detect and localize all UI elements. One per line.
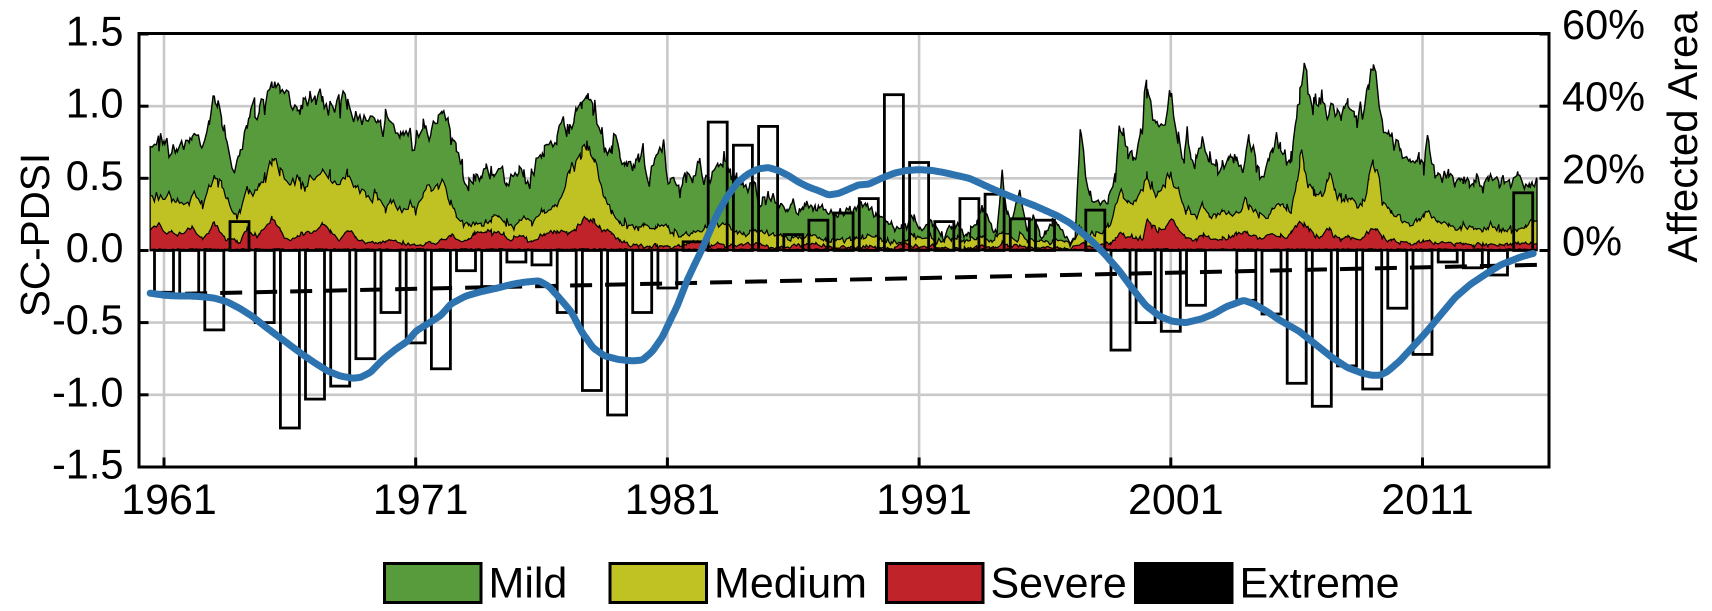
svg-text:40%: 40% — [1562, 73, 1645, 120]
svg-text:1961: 1961 — [121, 476, 217, 524]
svg-text:-1.0: -1.0 — [52, 368, 124, 415]
svg-text:1971: 1971 — [373, 476, 469, 524]
svg-text:SC-PDSI: SC-PDSI — [12, 153, 58, 317]
svg-text:20%: 20% — [1562, 145, 1645, 192]
svg-text:60%: 60% — [1562, 1, 1645, 48]
svg-text:Affected Area: Affected Area — [1659, 11, 1706, 263]
svg-text:Mild: Mild — [489, 560, 568, 608]
svg-text:Medium: Medium — [714, 560, 867, 608]
svg-text:1.5: 1.5 — [66, 8, 124, 55]
svg-text:0.0: 0.0 — [66, 224, 124, 271]
svg-text:2001: 2001 — [1128, 476, 1224, 524]
svg-text:-1.5: -1.5 — [52, 441, 124, 488]
svg-text:0.5: 0.5 — [66, 152, 124, 199]
svg-text:Severe: Severe — [991, 560, 1127, 608]
svg-text:1991: 1991 — [876, 476, 972, 524]
svg-text:Extreme: Extreme — [1240, 560, 1400, 608]
svg-text:0%: 0% — [1562, 218, 1622, 265]
svg-text:2011: 2011 — [1381, 476, 1473, 524]
svg-text:1981: 1981 — [625, 476, 721, 524]
svg-text:1.0: 1.0 — [66, 80, 124, 127]
svg-text:-0.5: -0.5 — [52, 296, 124, 343]
